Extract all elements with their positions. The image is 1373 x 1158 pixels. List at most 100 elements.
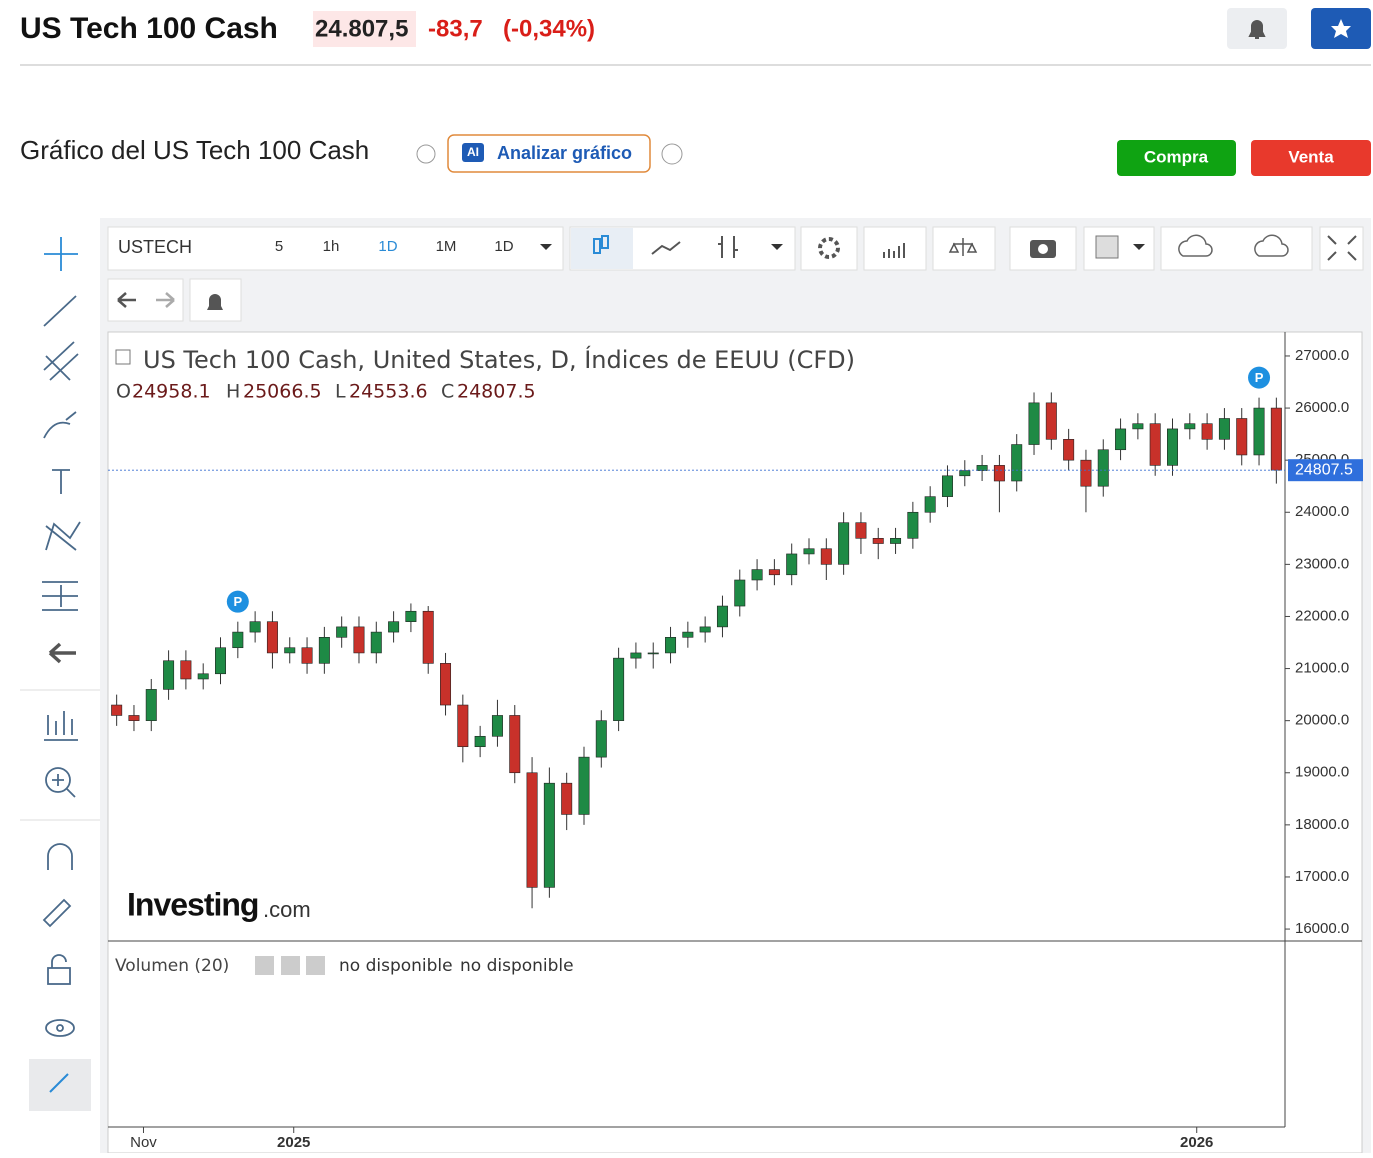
- candle-body: [838, 522, 850, 565]
- ohlc-value: 24958.1: [132, 381, 211, 403]
- candle-body: [665, 637, 677, 654]
- candle-body: [578, 756, 590, 815]
- annotation-label: P: [1255, 370, 1264, 385]
- candle-body: [1149, 423, 1161, 466]
- alert-icon[interactable]: [207, 294, 223, 310]
- dropdown-arrow: [1133, 244, 1145, 250]
- candle-body: [1028, 402, 1040, 445]
- candle-body: [907, 511, 919, 539]
- dropdown-arrow: [540, 244, 552, 250]
- symbol: USTECH: [118, 237, 192, 257]
- interval[interactable]: 5: [275, 238, 283, 255]
- candle-body: [1167, 428, 1178, 466]
- candle-body: [1063, 439, 1075, 461]
- y-tick-label: 21000.0: [1295, 660, 1349, 677]
- fullscreen-icon: [1327, 235, 1357, 261]
- candle-body: [872, 538, 884, 544]
- candle-body: [370, 631, 382, 654]
- candle-body: [734, 579, 746, 607]
- annotation-marker: [1248, 366, 1271, 389]
- interval[interactable]: 1D: [494, 238, 513, 255]
- candle-body: [924, 496, 936, 513]
- price-change-pct: (-0,34%): [503, 15, 595, 42]
- volume-icons: [255, 956, 325, 975]
- candle-body: [890, 538, 902, 544]
- x-tick-label: Nov: [130, 1134, 157, 1151]
- ohlc-value: 24807.5: [457, 381, 536, 403]
- candle-body: [786, 553, 798, 576]
- watermark: Investing: [127, 886, 258, 922]
- candle-body: [163, 660, 175, 690]
- candle-body: [1201, 423, 1213, 440]
- compare-icon: [948, 238, 978, 256]
- candle-body: [180, 660, 192, 680]
- x-tick-label: 2026: [1180, 1134, 1213, 1151]
- interval[interactable]: 1h: [323, 238, 340, 255]
- candle-body: [699, 626, 711, 633]
- candle-body: [353, 626, 365, 654]
- candle-body: [1253, 407, 1265, 456]
- analyze-button[interactable]: [447, 134, 651, 173]
- interval[interactable]: 1D: [378, 238, 397, 255]
- candle-body: [266, 621, 278, 654]
- cloud-upload-icon: [1254, 234, 1289, 257]
- y-tick-label: 20000.0: [1295, 712, 1349, 729]
- indicators-icon: [883, 243, 905, 258]
- candle-body: [647, 652, 659, 655]
- y-tick-label: 27000.0: [1295, 347, 1349, 364]
- candle-body: [526, 772, 538, 888]
- link-button[interactable]: [29, 1059, 91, 1111]
- candle-body: [959, 470, 971, 477]
- drawing-tools: [42, 237, 81, 1037]
- dropdown-arrow: [771, 244, 783, 250]
- candle-body: [284, 647, 296, 654]
- ohlc-label: L: [335, 381, 346, 403]
- volume-title: Volumen (20): [115, 956, 229, 976]
- candle-body: [318, 637, 330, 664]
- ohlc-label: H: [226, 381, 240, 403]
- candle-body: [422, 610, 434, 664]
- ohlc-label: O: [116, 381, 131, 403]
- instrument-title: US Tech 100 Cash: [20, 12, 278, 45]
- annotation-label: P: [233, 594, 242, 609]
- candle-body: [1184, 423, 1196, 430]
- y-tick-label: 26000.0: [1295, 399, 1349, 416]
- candle-body: [993, 465, 1005, 482]
- undo-icon[interactable]: [117, 292, 136, 308]
- candle-body: [215, 647, 227, 675]
- interval[interactable]: 1M: [436, 238, 457, 255]
- y-tick-label: 17000.0: [1295, 868, 1349, 885]
- price-change: -83,7: [428, 15, 483, 42]
- candle-body: [543, 782, 555, 888]
- candle-body: [630, 652, 642, 659]
- candle-body: [751, 569, 763, 581]
- candle-body: [388, 621, 400, 633]
- candle-body: [457, 704, 469, 748]
- sell-label: Venta: [1288, 147, 1334, 166]
- candle-icon: [593, 235, 609, 254]
- candle-body: [561, 782, 573, 815]
- color-swatch: [1095, 235, 1119, 259]
- ai-badge-bg: [462, 143, 484, 162]
- redo-icon[interactable]: [156, 292, 175, 308]
- candle-body: [1080, 459, 1092, 487]
- candle-body: [1270, 407, 1282, 471]
- candle-body: [440, 663, 452, 706]
- candle-body: [1132, 423, 1144, 430]
- y-tick-label: 16000.0: [1295, 920, 1349, 937]
- cloud-download-icon: [1178, 234, 1213, 257]
- candle-body: [1236, 418, 1248, 456]
- watermark-suffix: .com: [263, 897, 311, 922]
- buy-button[interactable]: [1117, 140, 1236, 176]
- candle-body: [768, 569, 780, 576]
- section-title: Gráfico del US Tech 100 Cash: [20, 135, 369, 165]
- candle-body: [595, 720, 607, 758]
- sell-button[interactable]: [1251, 140, 1371, 176]
- y-tick-label: 24000.0: [1295, 503, 1349, 520]
- candle-body: [474, 735, 486, 748]
- ohlc-legend: O 24958.1 H 25066.5 L 24553.6 C 24807.5: [116, 381, 536, 403]
- ai-badge: AI: [467, 145, 479, 159]
- ohlc-value: 25066.5: [243, 381, 322, 403]
- line-icon: [651, 241, 681, 255]
- candle-body: [1011, 444, 1023, 482]
